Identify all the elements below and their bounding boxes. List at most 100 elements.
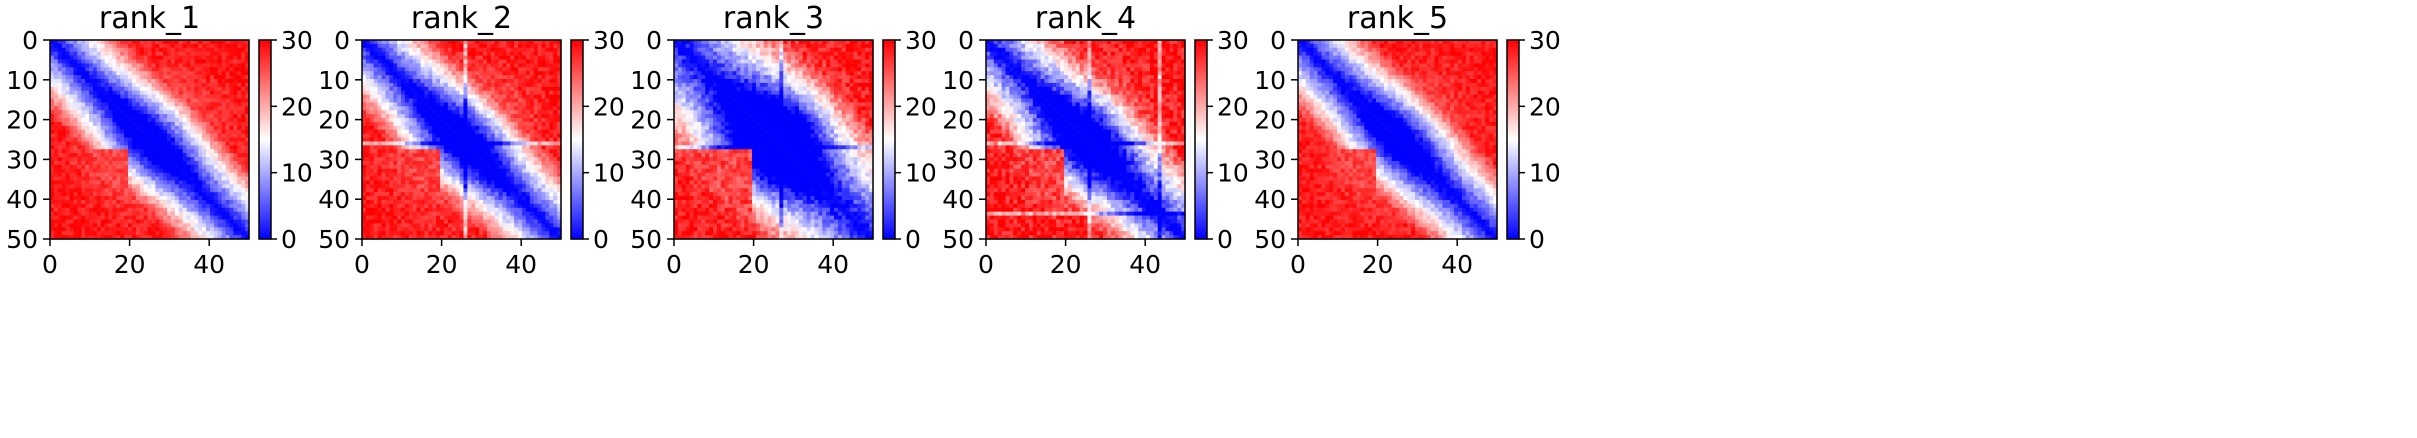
heatmap-cell — [420, 199, 426, 205]
heatmap-cell — [57, 231, 63, 236]
heatmap-cell — [237, 207, 242, 213]
heatmap-cell — [190, 227, 195, 232]
heatmap-cell — [57, 180, 63, 185]
heatmap-cell — [490, 90, 496, 96]
heatmap-cell — [89, 94, 94, 100]
heatmap-cell — [96, 94, 102, 100]
heatmap-cell — [163, 231, 168, 236]
heatmap-cell — [73, 203, 78, 209]
heatmap-cell — [221, 160, 227, 166]
heatmap-cell — [77, 102, 82, 107]
heatmap-cell — [471, 71, 476, 76]
heatmap-cell — [237, 219, 242, 224]
heatmap-cell — [112, 75, 117, 80]
heatmap-cell — [553, 168, 558, 174]
heatmap-cell — [490, 149, 496, 154]
heatmap-cell — [537, 75, 543, 80]
heatmap-cell — [194, 110, 199, 115]
heatmap-cell — [167, 227, 172, 232]
heatmap-cell — [77, 47, 82, 53]
heatmap-cell — [178, 106, 184, 111]
heatmap-cell — [194, 160, 199, 166]
heatmap-cell — [89, 223, 94, 228]
heatmap-cell — [490, 153, 496, 158]
heatmap-cell — [69, 79, 75, 84]
heatmap-cell — [432, 145, 437, 150]
heatmap-cell — [545, 40, 550, 45]
heatmap-cell — [69, 90, 75, 96]
heatmap-cell — [182, 180, 188, 185]
heatmap-cell — [116, 98, 121, 104]
heatmap-cell — [198, 164, 203, 170]
heatmap-cell — [194, 184, 199, 189]
heatmap-cell — [545, 125, 550, 131]
heatmap-cell — [443, 137, 449, 143]
heatmap-cell — [237, 149, 242, 154]
heatmap-cell — [451, 176, 457, 182]
heatmap-cell — [389, 207, 394, 213]
heatmap-cell — [182, 153, 188, 158]
heatmap-cell — [53, 180, 59, 185]
heatmap-cell — [190, 176, 195, 182]
heatmap-cell — [85, 94, 90, 100]
heatmap-cell — [389, 129, 394, 135]
heatmap-cell — [365, 102, 371, 107]
heatmap-cell — [53, 86, 59, 92]
heatmap-cell — [241, 40, 246, 45]
heatmap-cell — [89, 59, 94, 65]
heatmap-cell — [416, 86, 422, 92]
heatmap-cell — [416, 118, 422, 123]
heatmap-cell — [545, 82, 550, 88]
heatmap-cell — [537, 47, 543, 53]
heatmap-cell — [412, 145, 418, 150]
heatmap-cell — [451, 133, 457, 139]
heatmap-cell — [221, 192, 227, 197]
heatmap-cell — [471, 106, 476, 111]
heatmap-cell — [455, 133, 461, 139]
heatmap-cell — [174, 227, 180, 232]
heatmap-cell — [471, 86, 476, 92]
heatmap-cell — [81, 231, 86, 236]
heatmap-cell — [545, 90, 550, 96]
heatmap-cell — [451, 145, 457, 150]
heatmap-cell — [143, 160, 149, 166]
heatmap-cell — [108, 59, 114, 65]
heatmap-cell — [397, 168, 402, 174]
heatmap-cell — [104, 153, 110, 158]
heatmap-cell — [237, 192, 242, 197]
heatmap-cell — [440, 110, 445, 115]
heatmap-cell — [362, 207, 367, 213]
heatmap-cell — [163, 59, 168, 65]
heatmap-cell — [229, 160, 234, 166]
heatmap-cell — [96, 164, 102, 170]
heatmap-cell — [521, 86, 527, 92]
heatmap-cell — [393, 149, 398, 154]
heatmap-cell — [237, 223, 242, 228]
heatmap-cell — [373, 149, 379, 154]
heatmap-cell — [209, 149, 215, 154]
heatmap-cell — [174, 63, 180, 68]
heatmap-cell — [482, 149, 488, 154]
heatmap-cell — [139, 63, 145, 68]
heatmap-cell — [362, 164, 367, 170]
heatmap-cell — [209, 235, 215, 240]
heatmap-cell — [170, 71, 176, 76]
heatmap-cell — [85, 51, 90, 57]
heatmap-cell — [486, 160, 492, 166]
heatmap-cell — [393, 75, 398, 80]
heatmap-cell — [436, 180, 441, 185]
heatmap-cell — [475, 184, 480, 189]
heatmap-cell — [190, 125, 195, 131]
heatmap-cell — [178, 172, 184, 178]
heatmap-cell — [241, 129, 246, 135]
heatmap-cell — [174, 141, 180, 146]
heatmap-cell — [131, 75, 137, 80]
heatmap-cell — [170, 160, 176, 166]
heatmap-cell — [467, 188, 472, 193]
heatmap-cell — [498, 203, 504, 209]
heatmap-cell — [194, 114, 199, 119]
heatmap-cell — [432, 199, 437, 205]
heatmap-cell — [525, 149, 531, 154]
heatmap-cell — [131, 51, 137, 57]
heatmap-cell — [147, 98, 153, 104]
